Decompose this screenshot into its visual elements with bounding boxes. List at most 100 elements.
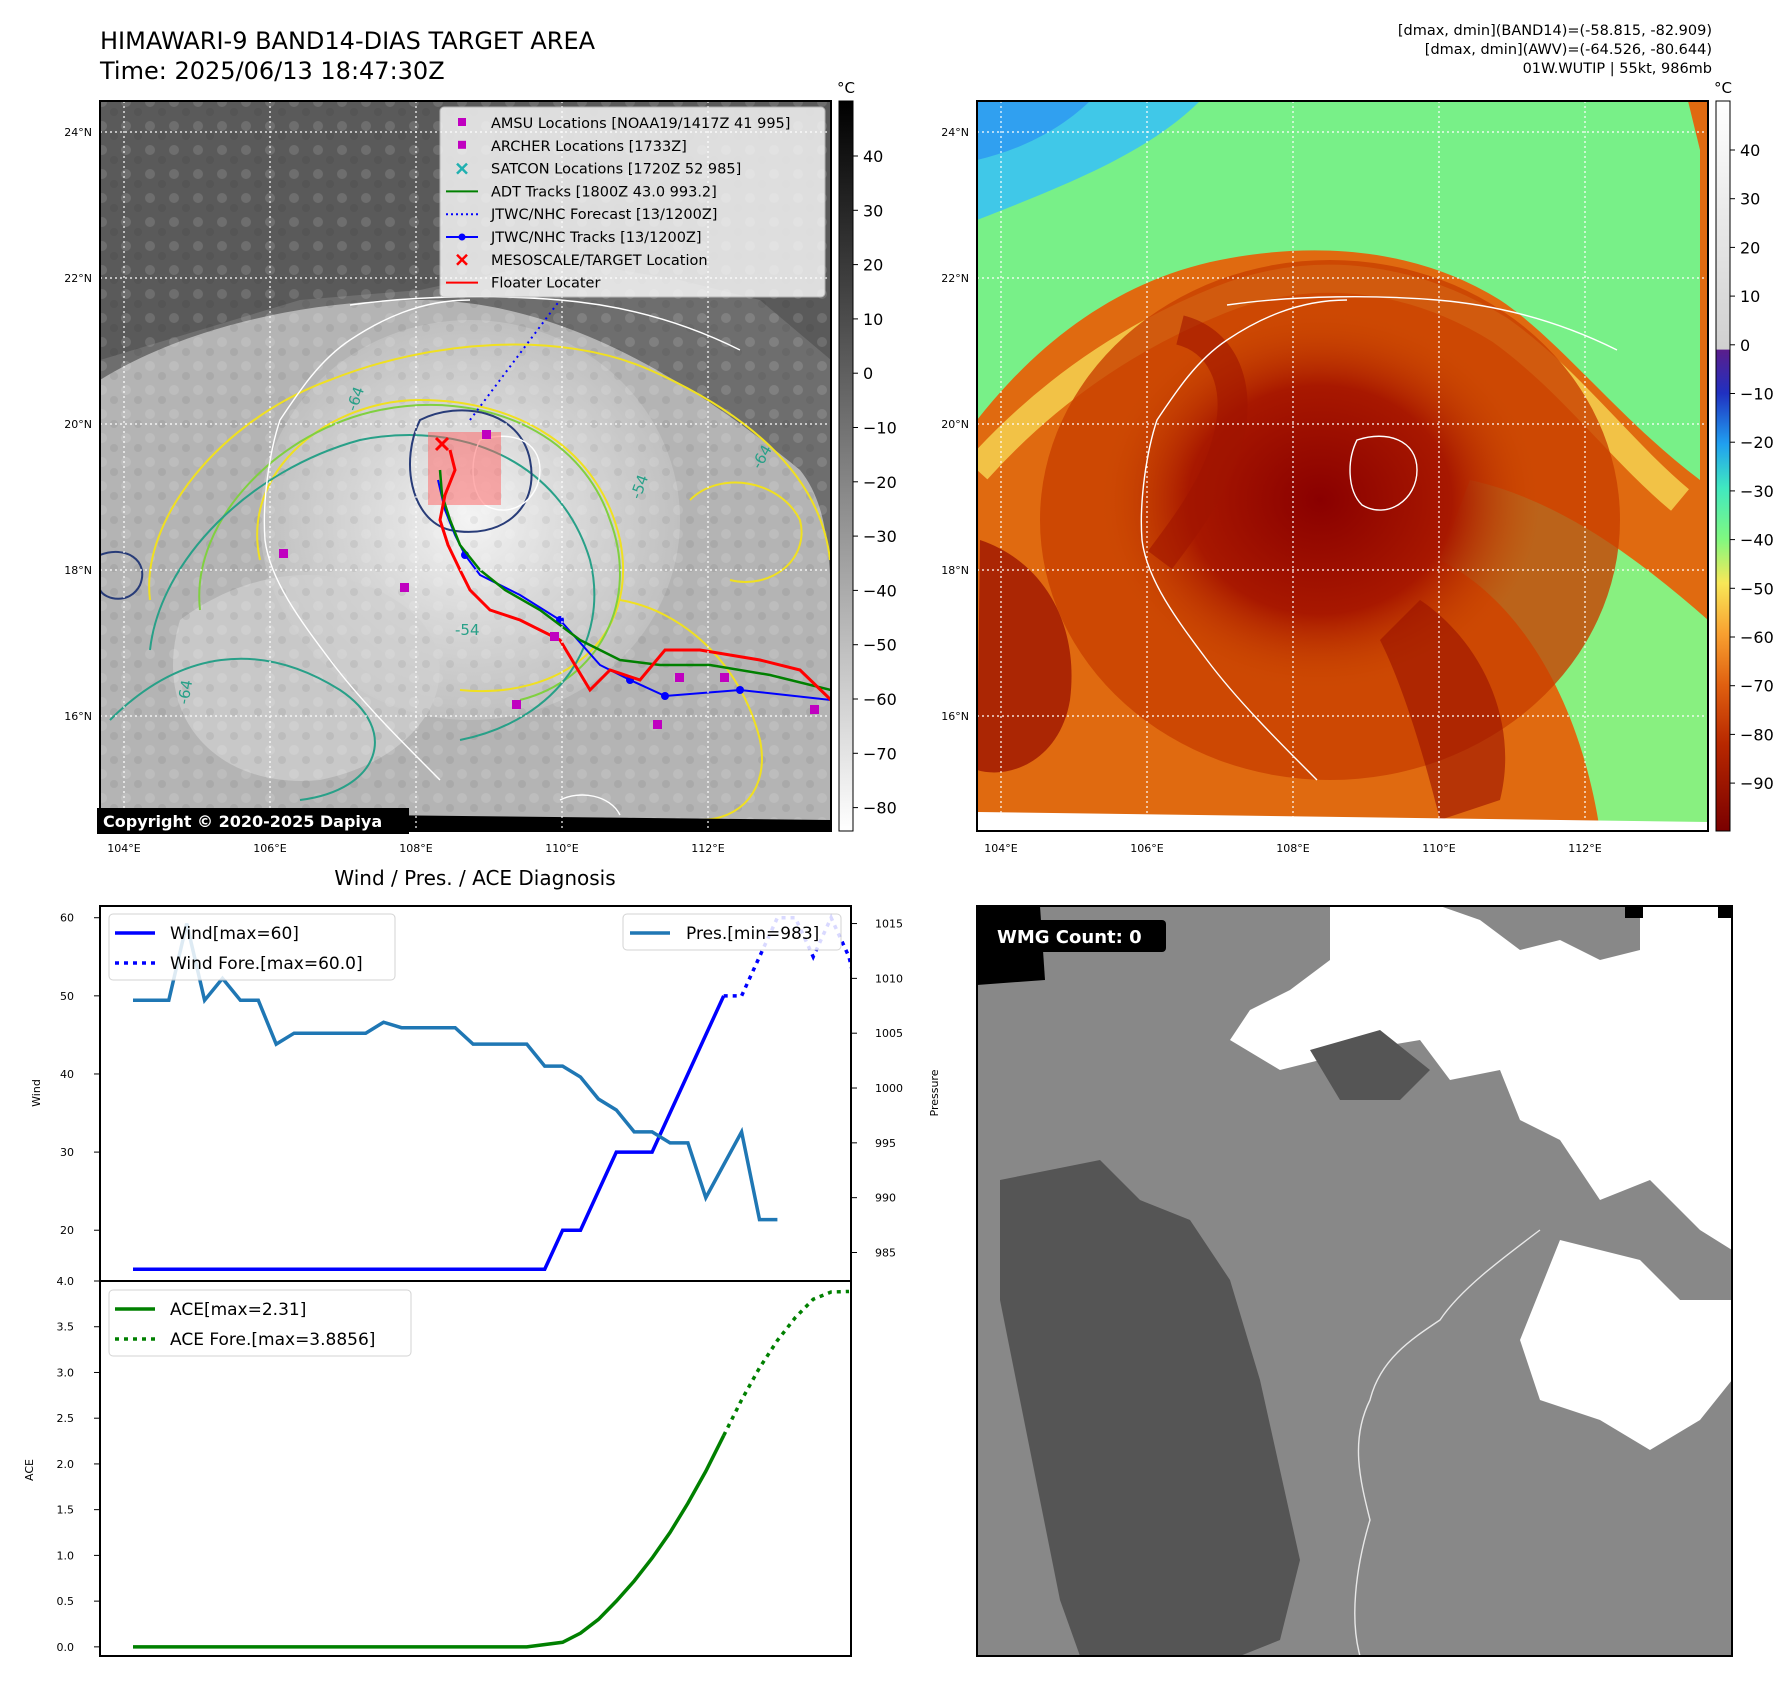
ace-ytick-label: 1.0: [57, 1549, 75, 1562]
wmg-dark-north: [1310, 1030, 1430, 1100]
forecast-track: [469, 299, 561, 421]
colorbar-tick-label: −40: [1740, 531, 1774, 550]
coastline-right: [1140, 296, 1618, 781]
legend-marker-dot: [458, 233, 466, 241]
wind-ytick-label: 60: [60, 912, 74, 925]
jtwc-point: [661, 692, 669, 700]
color-missing-data: [977, 812, 1708, 831]
lon-tick-label: 110°E: [1422, 842, 1455, 855]
info-line-2: [dmax, dmin](AWV)=(-64.526, -80.644): [1424, 42, 1712, 58]
pressure-ytick-label: 1000: [875, 1082, 903, 1095]
colorbar-tick-label: −80: [1740, 725, 1774, 744]
contour-teal-south: [109, 657, 376, 801]
colorbar-tick-label: −40: [863, 581, 897, 600]
title-line-1: HIMAWARI-9 BAND14-DIAS TARGET AREA: [100, 27, 596, 55]
ace-legend-label: ACE[max=2.31]: [170, 1300, 306, 1320]
color-cloud-core: [1100, 310, 1540, 690]
floater-track: [438, 449, 831, 702]
colorbar-tick-label: −90: [1740, 774, 1774, 793]
lat-tick-label: 16°N: [64, 710, 92, 723]
pressure-ytick-label: 1005: [875, 1027, 903, 1040]
series-line: [133, 923, 778, 1222]
ace-legend-label: ACE Fore.[max=3.8856]: [170, 1330, 375, 1350]
coast-vietnam: [263, 299, 471, 781]
ace-ytick-label: 0.5: [57, 1595, 75, 1608]
contour-yellow-inner: [256, 398, 625, 693]
lat-tick-label: 24°N: [941, 126, 969, 139]
wmg-coastline: [1354, 1229, 1541, 1656]
contour-yellow-se: [619, 599, 763, 821]
lon-tick-label: 108°E: [399, 842, 432, 855]
archer-marker: [279, 549, 288, 558]
pressure-ytick-label: 990: [875, 1192, 896, 1205]
lon-tick-label: 104°E: [107, 842, 140, 855]
series-line: [722, 1289, 850, 1437]
pressure-legend-label: Pres.[min=983]: [686, 924, 819, 944]
copyright-text: Copyright © 2020-2025 Dapiya: [103, 812, 382, 831]
legend-marker-x: [456, 162, 468, 175]
legend-label: Floater Locater: [491, 276, 600, 292]
contour-label: -54: [455, 621, 480, 639]
wind-ylabel: Wind: [30, 1079, 43, 1107]
pressure-ytick-label: 985: [875, 1246, 896, 1259]
coast-china: [349, 296, 741, 351]
wind-legend-label: Wind[max=60]: [170, 924, 299, 944]
legend-marker-x: [456, 253, 468, 266]
legend-label: ARCHER Locations [1733Z]: [491, 139, 687, 155]
wind-legend-box: [108, 913, 396, 981]
ace-ytick-label: 2.0: [57, 1458, 75, 1471]
colorbar-tick-label: 20: [863, 256, 883, 275]
wind-ytick-label: 30: [60, 1146, 74, 1159]
lat-tick-label: 18°N: [64, 564, 92, 577]
ace-chart: 0.0 0.5 1.0 1.5 2.0 2.5 3.0 3.5 4.0 ACE ACE[max=…: [23, 1275, 852, 1657]
wind-ytick-label: 50: [60, 990, 74, 1003]
wind-ytick-label: 20: [60, 1224, 74, 1237]
lat-tick-label: 20°N: [64, 418, 92, 431]
colorbar-tick-label: −70: [863, 744, 897, 763]
legend-label: SATCON Locations [1720Z 52 985]: [491, 162, 741, 178]
wmg-frame: [976, 905, 1733, 1657]
lat-tick-label: 22°N: [941, 272, 969, 285]
colorbar-tick-label: −60: [1740, 628, 1774, 647]
ace-ytick-label: 1.5: [57, 1504, 75, 1517]
contour-yellow: [148, 343, 831, 601]
colorbar-tick-label: 30: [1740, 190, 1760, 209]
contour-navy-west: [100, 550, 144, 600]
lon-tick-label: 106°E: [253, 842, 286, 855]
ace-ytick-label: 3.5: [57, 1321, 75, 1334]
contour-navy-eye: [409, 409, 533, 533]
ace-ytick-label: 4.0: [57, 1275, 75, 1288]
wmg-count-box: [988, 920, 1166, 952]
contour-label: -64: [174, 678, 196, 705]
wmg-panel: WMG Count: 0: [976, 905, 1733, 1657]
colorbar-tick-label: −30: [1740, 482, 1774, 501]
amsu-marker: [653, 720, 662, 729]
wind-pressure-chart: Wind / Pres. / ACE Diagnosis 2030405060 …: [30, 866, 941, 1282]
color-dry-region: [977, 101, 1700, 480]
lon-tick-label: 106°E: [1130, 842, 1163, 855]
legend-label: MESOSCALE/TARGET Location: [491, 253, 708, 269]
title-line-2: Time: 2025/06/13 18:47:30Z: [100, 57, 445, 85]
ace-ylabel: ACE: [23, 1459, 36, 1481]
lon-tick-label: 104°E: [984, 842, 1017, 855]
lat-tick-label: 20°N: [941, 418, 969, 431]
figure-info: [dmax, dmin](BAND14)=(-58.815, -82.909) …: [1398, 22, 1712, 79]
lon-tick-label: 108°E: [1276, 842, 1309, 855]
colorbar-tick-label: −50: [1740, 579, 1774, 598]
archer-marker: [482, 430, 491, 439]
colorbar-tick-label: −20: [1740, 433, 1774, 452]
series-line: [723, 913, 851, 998]
colorbar-tick-label: 40: [863, 147, 883, 166]
series-line: [133, 995, 726, 1272]
color-cloud-west: [977, 540, 1072, 773]
ace-plot-frame: [99, 1280, 852, 1657]
colorbar-tick-label: −10: [1740, 385, 1774, 404]
pressure-ytick-label: 1010: [875, 972, 903, 985]
info-line-3: 01W.WUTIP | 55kt, 986mb: [1522, 61, 1712, 77]
map-gridlines-right: [977, 101, 1708, 831]
amsu-marker: [512, 700, 521, 709]
wmg-black-spot: [1718, 906, 1732, 918]
color-colorbar: °C 40 30 20 10 0 −10 −20 −30 −40 −50 −60 −70 −80 −90: [1714, 79, 1774, 832]
wind-chart-title: Wind / Pres. / ACE Diagnosis: [334, 866, 615, 890]
gray-colorbar-gradient: [838, 100, 854, 832]
